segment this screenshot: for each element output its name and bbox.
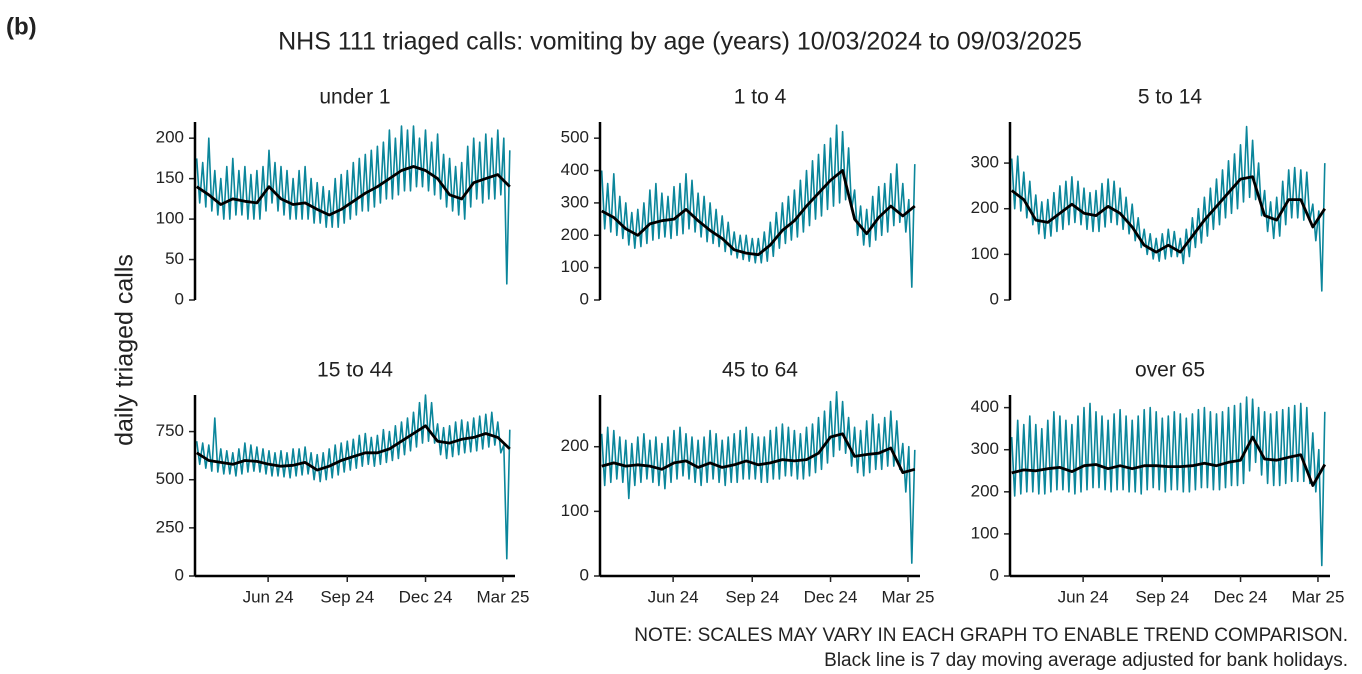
y-tick-label: 100 [156,209,184,228]
x-tick-label: Jun 24 [1058,587,1109,606]
y-tick-label: 100 [561,501,589,520]
y-tick-label: 0 [175,289,184,308]
y-tick-label: 300 [971,439,999,458]
y-tick-label: 100 [971,523,999,542]
y-tick-label: 0 [990,565,999,584]
moving-average-line [1010,175,1326,254]
x-tick-label: Mar 25 [881,587,934,606]
y-tick-label: 400 [971,397,999,416]
panel-label: (b) [6,13,37,40]
moving-average-line [601,169,916,257]
moving-average-line [1011,435,1327,487]
daily-line [1010,396,1326,567]
y-tick-label: 750 [156,421,184,440]
moving-average-line [195,424,511,472]
moving-average-line [601,432,916,474]
x-tick-label: Dec 24 [1214,587,1268,606]
x-tick-label: Sep 24 [1135,587,1189,606]
x-tick-label: Mar 25 [476,587,529,606]
y-tick-label: 100 [971,244,999,263]
x-tick-label: Mar 25 [1291,587,1344,606]
note: Black line is 7 day moving average adjus… [824,650,1348,671]
daily-line [600,124,916,288]
y-tick-label: 0 [580,289,589,308]
y-tick-label: 200 [156,128,184,147]
daily-line [600,391,916,564]
y-tick-label: 200 [971,481,999,500]
daily-line [195,394,511,560]
x-tick-label: Jun 24 [243,587,294,606]
chart-title: NHS 111 triaged calls: vomiting by age (… [278,28,1082,56]
panel-title: under 1 [319,86,390,109]
x-tick-label: Dec 24 [804,587,858,606]
x-tick-label: Jun 24 [648,587,699,606]
y-tick-label: 0 [175,565,184,584]
daily-line [195,125,511,285]
y-tick-label: 0 [990,289,999,308]
daily-line [1010,125,1326,292]
moving-average-line [195,165,511,217]
y-tick-label: 0 [580,565,589,584]
y-axis-label: daily triaged calls [111,254,139,446]
y-tick-label: 300 [971,153,999,172]
y-tick-label: 400 [561,160,589,179]
panel-title: over 65 [1135,359,1205,382]
y-tick-label: 500 [156,469,184,488]
y-tick-label: 200 [971,198,999,217]
panel-title: 5 to 14 [1138,86,1203,109]
y-tick-label: 200 [561,225,589,244]
y-tick-label: 50 [165,249,184,268]
y-tick-label: 300 [561,192,589,211]
panel-title: 45 to 64 [722,359,798,382]
y-tick-label: 150 [156,168,184,187]
x-tick-label: Sep 24 [725,587,779,606]
y-tick-label: 100 [561,257,589,276]
panel-title: 1 to 4 [734,86,787,109]
panel-title: 15 to 44 [317,359,393,382]
x-tick-label: Dec 24 [399,587,453,606]
note: NOTE: SCALES MAY VARY IN EACH GRAPH TO E… [634,625,1348,646]
y-tick-label: 250 [156,517,184,536]
y-tick-label: 500 [561,128,589,147]
x-tick-label: Sep 24 [320,587,374,606]
y-tick-label: 200 [561,436,589,455]
